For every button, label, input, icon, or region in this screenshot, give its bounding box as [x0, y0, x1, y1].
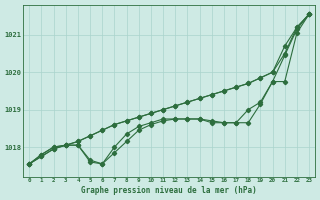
X-axis label: Graphe pression niveau de la mer (hPa): Graphe pression niveau de la mer (hPa) — [81, 186, 257, 195]
